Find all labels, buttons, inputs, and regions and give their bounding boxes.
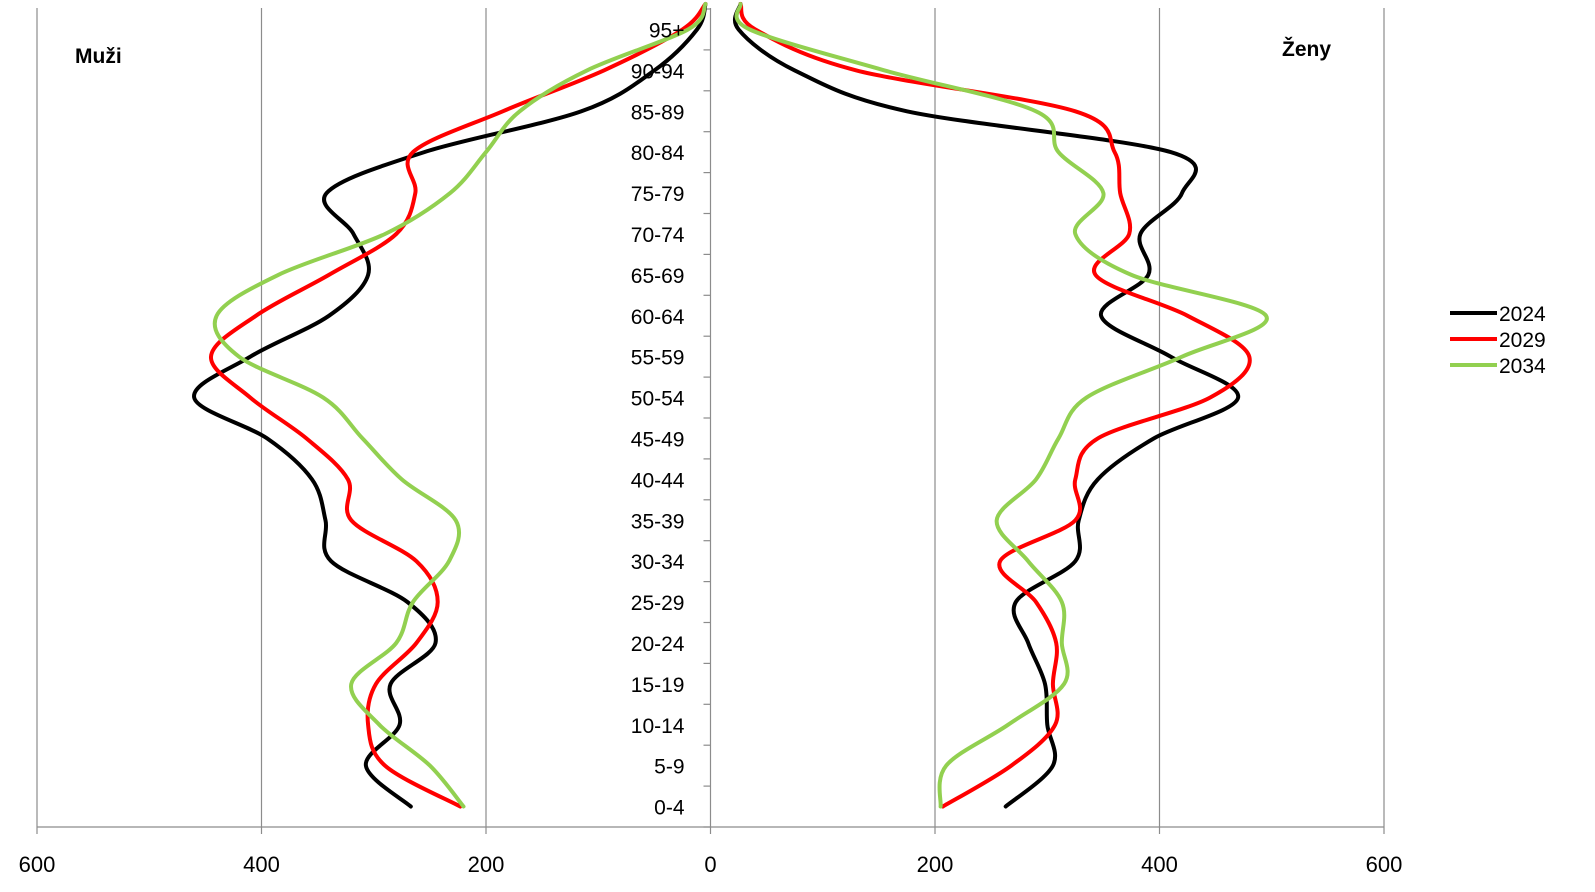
x-tick-label-1: 400 — [243, 852, 280, 877]
series-2034-men-line — [212, 2, 708, 809]
age-group-labels: 0-4 5-9 10-14 15-19 20-24 25-29 30-34 35-39 40-4… — [631, 19, 685, 819]
series-2024-women-line — [733, 2, 1241, 809]
x-tick-label-6: 600 — [1366, 852, 1403, 877]
age-label-85-89: 85-89 — [631, 101, 685, 124]
series-2034-women-line — [734, 2, 1269, 809]
age-label-25-29: 25-29 — [631, 592, 685, 615]
age-label-65-69: 65-69 — [631, 265, 685, 288]
women-side-label: Ženy — [1282, 37, 1331, 61]
legend: 2024 2029 2034 — [1450, 303, 1546, 378]
legend-label-2034: 2034 — [1499, 355, 1546, 378]
age-label-5-9: 5-9 — [654, 756, 684, 779]
age-label-55-59: 55-59 — [631, 347, 685, 370]
age-label-75-79: 75-79 — [631, 183, 685, 206]
legend-label-2029: 2029 — [1499, 329, 1546, 352]
age-label-30-34: 30-34 — [631, 551, 685, 574]
legend-label-2024: 2024 — [1499, 303, 1546, 326]
age-label-0-4: 0-4 — [654, 797, 685, 820]
x-tick-label-0: 600 — [19, 852, 56, 877]
series-2029-men-line — [209, 2, 708, 809]
men-side-label: Muži — [75, 45, 122, 68]
age-label-15-19: 15-19 — [631, 674, 685, 697]
series-2024-men-line — [192, 2, 708, 809]
age-label-35-39: 35-39 — [631, 510, 685, 533]
x-tick-label-3: 0 — [704, 852, 716, 877]
series-2029-women-line — [738, 2, 1252, 809]
x-axis: 600 400 200 0 200 400 600 — [19, 8, 1403, 877]
age-label-40-44: 40-44 — [631, 469, 685, 492]
age-label-20-24: 20-24 — [631, 633, 685, 656]
age-label-90-94: 90-94 — [631, 60, 685, 83]
age-label-95+: 95+ — [649, 19, 685, 42]
series-lines — [192, 2, 1269, 809]
age-label-50-54: 50-54 — [631, 388, 685, 411]
x-tick-label-4: 200 — [917, 852, 954, 877]
age-label-60-64: 60-64 — [631, 306, 685, 329]
x-tick-label-2: 200 — [468, 852, 505, 877]
age-label-70-74: 70-74 — [631, 224, 685, 247]
age-label-10-14: 10-14 — [631, 715, 685, 738]
x-tick-label-5: 400 — [1141, 852, 1178, 877]
age-label-45-49: 45-49 — [631, 428, 685, 451]
age-label-80-84: 80-84 — [631, 142, 685, 165]
